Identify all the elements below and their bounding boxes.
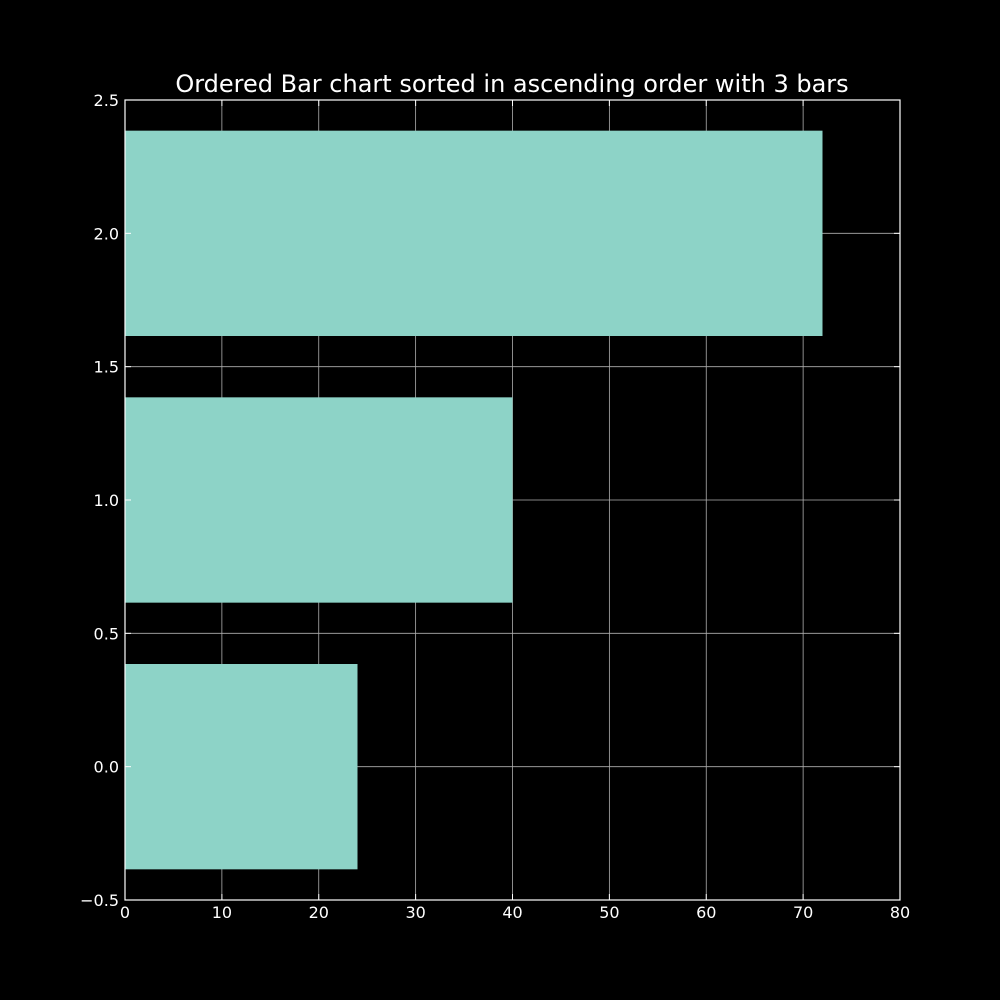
x-tick-label: 50 xyxy=(599,903,619,922)
x-tick-label: 10 xyxy=(212,903,232,922)
y-tick-label: 2.5 xyxy=(94,91,119,110)
chart-title: Ordered Bar chart sorted in ascending or… xyxy=(175,70,848,98)
bar xyxy=(125,397,513,603)
x-tick-label: 80 xyxy=(890,903,910,922)
x-tick-label: 20 xyxy=(309,903,329,922)
y-tick-label: −0.5 xyxy=(80,891,119,910)
y-tick-label: 1.5 xyxy=(94,358,119,377)
x-tick-label: 0 xyxy=(120,903,130,922)
y-tick-label: 2.0 xyxy=(94,224,119,243)
x-tick-label: 30 xyxy=(405,903,425,922)
bars xyxy=(125,130,823,870)
bar xyxy=(125,664,358,870)
bar xyxy=(125,130,823,336)
x-tick-label: 70 xyxy=(793,903,813,922)
y-tick-label: 0.5 xyxy=(94,624,119,643)
y-tick-label: 1.0 xyxy=(94,491,119,510)
y-tick-label: 0.0 xyxy=(94,758,119,777)
x-tick-label: 60 xyxy=(696,903,716,922)
x-tick-label: 40 xyxy=(502,903,522,922)
axis-ticks: 0 10 20 30 40 50 60 70 80 −0.5 0.0 0.5 1.0 1.5 2.0 2.5 xyxy=(80,91,910,922)
